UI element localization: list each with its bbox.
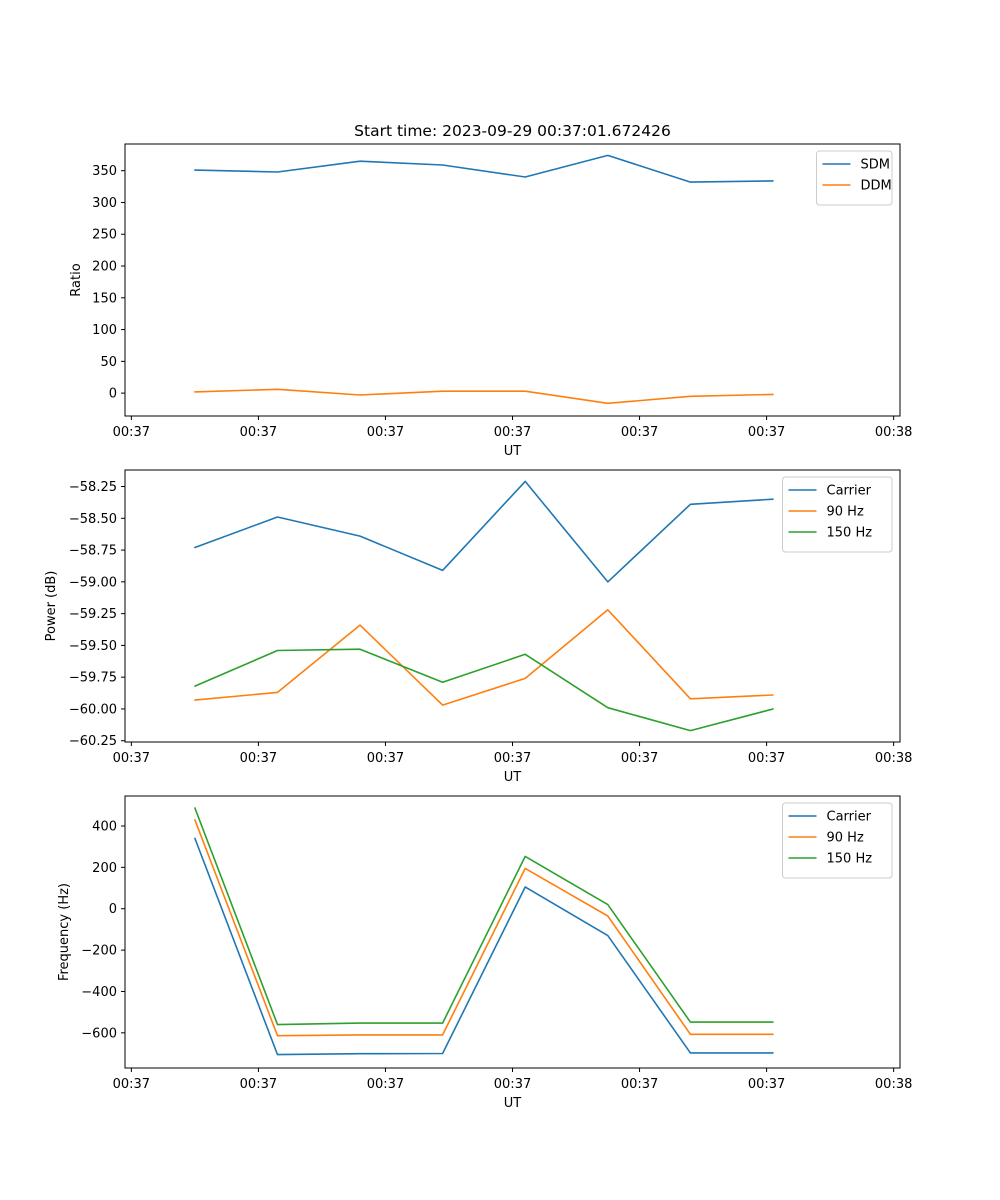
chart-frequency: 00:37 00:37 00:37 00:37 00:37 00:37 00:38 UT −60… — [57, 795, 912, 1111]
legend-box — [782, 802, 893, 879]
series-line-carrier — [194, 837, 774, 1056]
x-tick-label: 00:37 — [621, 751, 658, 766]
series-line-150-hz — [194, 648, 774, 732]
x-axis-label: UT — [504, 444, 522, 459]
legend-entry: 90 Hz — [827, 505, 864, 520]
x-tick-label: 00:38 — [875, 751, 912, 766]
x-tick-label: 00:37 — [367, 1077, 404, 1092]
x-tick-label: 00:38 — [875, 1077, 912, 1092]
y-tick-label: 150 — [92, 291, 117, 306]
y-tick-label: −58.25 — [69, 480, 117, 495]
y-tick-label: 350 — [92, 164, 117, 179]
legend-entry: 150 Hz — [827, 526, 873, 541]
y-tick-label: 200 — [92, 260, 117, 275]
y-tick-label: −60.25 — [69, 734, 117, 749]
legend-entry: DDM — [861, 179, 892, 194]
y-tick-label: 0 — [109, 387, 117, 402]
y-tick-label: 100 — [92, 323, 117, 338]
x-axis-label: UT — [504, 770, 522, 785]
y-tick-label: 400 — [92, 819, 117, 834]
x-tick-label: 00:37 — [494, 1077, 531, 1092]
x-tick-label: 00:37 — [367, 751, 404, 766]
series-line-sdm — [194, 154, 774, 183]
y-tick-label: −59.50 — [69, 639, 117, 654]
x-tick-label: 00:37 — [748, 751, 785, 766]
ratio-axes-frame — [124, 143, 901, 417]
y-tick-label: 50 — [100, 355, 117, 370]
x-tick-label: 00:37 — [494, 751, 531, 766]
y-tick-label: 0 — [109, 902, 117, 917]
x-tick-label: 00:37 — [240, 425, 277, 440]
series-line-carrier — [194, 480, 774, 583]
legend-entry: 90 Hz — [827, 831, 864, 846]
legend-entry: Carrier — [827, 484, 872, 499]
legend-box — [782, 476, 893, 553]
y-axis-label: Power (dB) — [44, 571, 59, 642]
x-tick-label: 00:37 — [240, 1077, 277, 1092]
x-axis-label: UT — [504, 1096, 522, 1111]
y-tick-label: −200 — [81, 944, 117, 959]
legend-entry: 150 Hz — [827, 852, 873, 867]
y-tick-label: −59.00 — [69, 575, 117, 590]
y-tick-label: 300 — [92, 196, 117, 211]
x-tick-label: 00:37 — [113, 1077, 150, 1092]
y-tick-label: −60.00 — [69, 702, 117, 717]
x-tick-label: 00:38 — [875, 425, 912, 440]
x-tick-label: 00:37 — [748, 1077, 785, 1092]
series-line-ddm — [194, 388, 774, 405]
series-line-90-hz — [194, 608, 774, 706]
x-tick-label: 00:37 — [240, 751, 277, 766]
chart-title: Start time: 2023-09-29 00:37:01.672426 — [354, 122, 671, 140]
y-tick-label: −400 — [81, 985, 117, 1000]
x-tick-label: 00:37 — [621, 1077, 658, 1092]
legend-entry: Carrier — [827, 810, 872, 825]
y-tick-label: 250 — [92, 228, 117, 243]
series-line-90-hz — [194, 818, 774, 1037]
legend: SDM DDM — [816, 150, 893, 206]
x-tick-label: 00:37 — [494, 425, 531, 440]
y-tick-label: −58.75 — [69, 544, 117, 559]
x-tick-label: 00:37 — [621, 425, 658, 440]
x-tick-label: 00:37 — [113, 425, 150, 440]
y-tick-label: −58.50 — [69, 512, 117, 527]
y-tick-label: −600 — [81, 1026, 117, 1041]
y-tick-label: 200 — [92, 861, 117, 876]
chart-power: 00:37 00:37 00:37 00:37 00:37 00:37 00:38 UT −60… — [44, 469, 912, 785]
x-tick-label: 00:37 — [367, 425, 404, 440]
x-tick-label: 00:37 — [748, 425, 785, 440]
y-tick-label: −59.75 — [69, 671, 117, 686]
y-axis-label: Frequency (Hz) — [57, 883, 72, 981]
chart-ratio: Start time: 2023-09-29 00:37:01.67242600… — [69, 122, 912, 459]
x-tick-label: 00:37 — [113, 751, 150, 766]
legend: Carrier 90 Hz 150 Hz — [782, 476, 893, 553]
legend: Carrier 90 Hz 150 Hz — [782, 802, 893, 879]
legend-entry: SDM — [861, 158, 890, 173]
series-line-150-hz — [194, 807, 774, 1026]
y-tick-label: −59.25 — [69, 607, 117, 622]
y-axis-label: Ratio — [69, 263, 84, 296]
